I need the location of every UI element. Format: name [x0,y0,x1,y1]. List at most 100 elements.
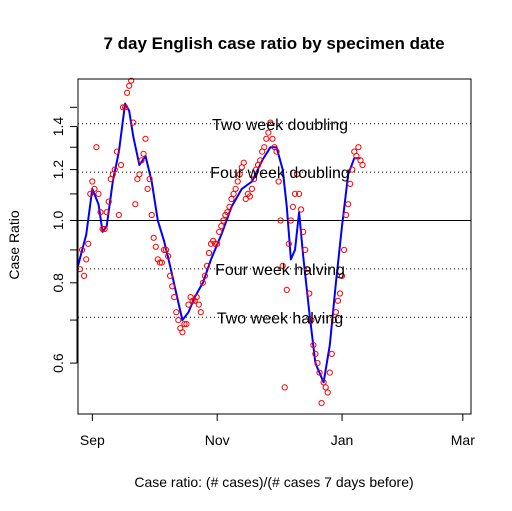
x-axis: Sep Nov Jan Mar [80,414,475,448]
data-point [302,246,309,253]
data-points [76,77,366,407]
data-point [193,294,200,301]
data-point [359,161,366,169]
reference-line-label: Four week doubling [210,165,350,182]
data-point [146,176,153,183]
reference-lines [78,123,471,318]
data-point [162,246,170,253]
data-point [214,240,221,247]
data-point [250,176,258,183]
data-point [199,279,206,286]
data-point [312,350,319,357]
x-tick-label: Nov [205,432,230,448]
data-point [158,259,165,266]
y-tick-label: 0.6 [50,353,66,373]
data-point [203,262,211,269]
data-point [167,272,174,279]
data-point [304,266,311,273]
smoothed-line-layer [77,102,361,384]
data-point [300,228,307,235]
data-point [218,223,225,230]
data-point [212,240,219,247]
plot-frame [77,78,472,415]
reference-line-label: Four week halving [215,262,345,279]
smoothed-line [77,102,361,384]
x-tick-label: Jan [331,432,354,448]
data-point [175,317,182,324]
data-point [136,171,143,178]
data-point [324,389,331,396]
data-point [144,185,151,192]
reference-line-labels: Two week doubling Four week doubling Four … [210,117,350,328]
data-point [83,256,90,263]
data-point [124,89,131,96]
data-point [91,185,98,192]
data-point [130,119,137,126]
data-point [226,203,233,210]
data-point [338,272,346,279]
y-tick-label: 1.4 [50,117,66,137]
data-point [285,240,292,247]
data-point [156,259,163,266]
data-point [310,342,317,349]
data-point [248,185,256,192]
data-point [171,294,178,301]
data-point [138,157,145,164]
data-point [234,178,241,185]
x-axis-label: Case ratio: (# cases)/(# cases 7 days be… [134,474,413,490]
data-point [81,272,88,279]
data-point [232,185,239,192]
y-axis-label: Case Ratio [6,210,22,279]
data-point [201,272,208,279]
y-tick-label: 1.2 [50,160,66,180]
data-point [257,157,264,164]
data-point [279,262,286,269]
data-point [97,209,104,216]
data-point [230,190,237,197]
data-point [236,171,243,178]
data-point [347,180,354,187]
data-point [93,144,100,151]
data-point [326,369,333,376]
data-point [165,253,172,260]
data-point [287,217,294,224]
data-point [330,317,337,324]
reference-line-label: Two week halving [217,310,343,327]
data-point [336,290,344,297]
data-point [111,166,118,173]
data-point [197,309,204,316]
data-point [179,329,186,336]
data-point [283,286,290,293]
data-point [240,159,247,166]
data-point [277,217,284,224]
data-point [160,246,168,253]
data-point [289,203,296,210]
data-point [318,400,325,407]
data-point [85,240,92,247]
data-point [105,198,112,205]
data-point [132,201,139,208]
data-point [228,195,235,203]
data-point [308,317,315,324]
data-point [332,309,339,316]
data-point [103,209,110,216]
data-point [263,135,270,142]
data-point [216,228,223,235]
reference-line-label: Two week doubling [212,117,348,134]
data-point [150,234,157,241]
data-point [298,206,305,213]
data-point [117,161,125,169]
x-tick-label: Sep [80,432,105,448]
data-point [291,190,299,197]
data-point [296,190,303,197]
data-point [224,209,231,216]
data-point [316,369,323,376]
data-point [281,384,288,391]
data-point [183,321,190,328]
data-point [89,178,96,185]
data-point [113,148,121,155]
data-point [189,297,196,304]
data-point [355,144,362,151]
data-point [220,217,227,224]
